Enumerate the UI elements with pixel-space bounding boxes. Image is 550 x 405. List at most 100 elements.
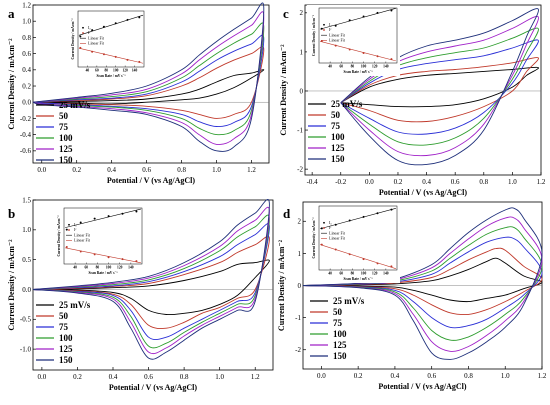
- cv-curve-50: [32, 46, 265, 119]
- inset-legend-label: Linear Fit: [329, 236, 346, 241]
- inset-x-tick-label: 100: [106, 266, 112, 270]
- inset-point: [390, 265, 393, 268]
- inset-x-tick-label: 60: [95, 69, 99, 73]
- inset-point: [334, 248, 337, 251]
- inset-point: [102, 25, 105, 28]
- x-tick-label: 1.0: [215, 373, 224, 381]
- inset-legend-marker: [68, 223, 70, 226]
- x-axis-label: Potential / V (vs Ag/AgCl): [379, 188, 467, 197]
- inset-point: [93, 217, 96, 220]
- x-tick-label: 0.0: [38, 373, 47, 381]
- y-tick-label: 0.4: [22, 66, 31, 74]
- inset-legend-label: Iᶜ: [74, 227, 76, 232]
- inset-legend-label: Linear Fit: [329, 230, 346, 235]
- inset-x-axis-label: Scan Rate / mV s⁻¹: [343, 70, 372, 74]
- y-tick-label: -0.6: [20, 147, 32, 155]
- x-tick-label: 1.0: [501, 372, 510, 380]
- inset-legend-marker: [82, 26, 84, 29]
- inset-point: [334, 24, 337, 27]
- cv-curve-75: [340, 39, 539, 135]
- legend-label: 25 mV/s: [59, 100, 91, 110]
- inset-point: [390, 208, 393, 211]
- panel-label: b: [8, 206, 15, 221]
- x-tick-label: 0.0: [365, 178, 374, 186]
- inset-fit-line: [320, 207, 396, 230]
- x-tick-label: 0.6: [451, 178, 460, 186]
- y-axis-label: Current Density / mAcm⁻²: [7, 38, 16, 130]
- inset-point: [114, 22, 117, 25]
- inset-x-tick-label: 100: [361, 272, 367, 276]
- panel-label: d: [283, 206, 291, 221]
- inset-x-axis-label: Scan Rate / mV s⁻¹: [343, 277, 372, 281]
- cv-curve-100: [340, 27, 539, 146]
- y-tick-label: 2: [300, 9, 304, 17]
- y-tick-label: 0.2: [22, 82, 31, 90]
- inset-point: [334, 44, 337, 47]
- inset-point: [376, 262, 379, 265]
- inset-fit-line: [320, 244, 396, 270]
- inset-point: [126, 18, 129, 21]
- inset-legend-marker: [82, 32, 84, 34]
- inset-point: [79, 250, 82, 253]
- inset-x-tick-label: 40: [73, 266, 77, 270]
- x-axis-label: Potential / V (vs Ag/AgCl): [107, 176, 195, 185]
- legend-label: 150: [59, 355, 73, 365]
- inset-point: [376, 11, 379, 14]
- inset-background: [307, 203, 400, 283]
- inset-point: [91, 50, 94, 53]
- cv-curve-75: [32, 223, 270, 341]
- x-tick-label: 0.2: [73, 373, 82, 381]
- inset-x-tick-label: 40: [328, 65, 332, 69]
- x-axis-label: Potential / V (vs Ag/AgCl): [378, 382, 466, 391]
- y-tick-label: -1: [295, 314, 301, 322]
- inset-point: [107, 215, 110, 218]
- inset-point: [362, 15, 365, 18]
- legend-label: 100: [331, 132, 345, 142]
- legend-label: 50: [59, 311, 69, 321]
- legend-label: 125: [59, 344, 73, 354]
- inset-point: [121, 258, 124, 261]
- plot-frame: [32, 199, 274, 371]
- inset-point: [107, 256, 110, 259]
- x-tick-label: 0.0: [317, 372, 326, 380]
- plot-frame: [304, 4, 542, 176]
- legend-label: 75: [59, 122, 69, 132]
- inset-fit-line: [78, 14, 144, 36]
- inset-frame: [318, 7, 398, 64]
- y-tick-label: -0.2: [20, 115, 32, 123]
- inset-fit-line: [65, 208, 141, 228]
- x-tick-label: 0.2: [394, 178, 403, 186]
- inset-y-axis-label: Current Density / mAcm⁻²: [57, 216, 61, 257]
- inset-point: [348, 48, 351, 51]
- legend-label: 125: [333, 340, 347, 350]
- inset-x-tick-label: 140: [383, 65, 389, 69]
- inset-x-tick-label: 120: [372, 65, 378, 69]
- y-tick-label: 1.0: [22, 226, 31, 234]
- inset-background: [52, 205, 145, 277]
- inset-x-axis-label: Scan Rate / mV s⁻¹: [88, 271, 117, 275]
- legend-label: 150: [331, 154, 345, 164]
- inset-fit-line: [320, 41, 396, 62]
- x-tick-label: 1.0: [212, 166, 221, 174]
- inset-d: 40 60 80 100 120 140 Scan Rate / mV s⁻¹ Current…: [307, 203, 400, 283]
- cv-curve-50: [32, 235, 270, 329]
- y-tick-label: 0.8: [22, 34, 31, 42]
- legend-label: 25 mV/s: [331, 99, 363, 109]
- y-tick-label: -0.5: [20, 316, 32, 324]
- y-tick-label: 0.0: [22, 286, 31, 294]
- cv-curve-25: [302, 257, 543, 303]
- inset-frame: [63, 207, 143, 265]
- x-tick-label: 0.4: [107, 166, 116, 174]
- y-tick-label: 1.5: [22, 196, 31, 204]
- x-tick-label: 0.4: [422, 178, 431, 186]
- inset-x-tick-label: 80: [351, 272, 355, 276]
- inset-point: [126, 58, 129, 61]
- cv-curve-150: [32, 198, 270, 360]
- inset-point: [79, 221, 82, 224]
- inset-point: [121, 212, 124, 215]
- inset-point: [138, 16, 141, 19]
- x-tick-label: -0.4: [307, 178, 319, 186]
- inset-point: [93, 253, 96, 256]
- x-tick-label: 0.6: [427, 372, 436, 380]
